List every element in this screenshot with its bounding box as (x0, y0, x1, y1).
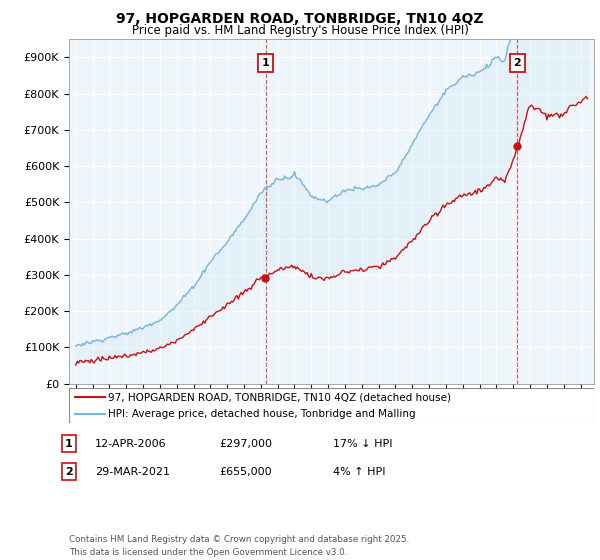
Text: Price paid vs. HM Land Registry's House Price Index (HPI): Price paid vs. HM Land Registry's House … (131, 24, 469, 36)
Text: HPI: Average price, detached house, Tonbridge and Malling: HPI: Average price, detached house, Tonb… (109, 409, 416, 419)
Text: 97, HOPGARDEN ROAD, TONBRIDGE, TN10 4QZ: 97, HOPGARDEN ROAD, TONBRIDGE, TN10 4QZ (116, 12, 484, 26)
Text: Contains HM Land Registry data © Crown copyright and database right 2025.
This d: Contains HM Land Registry data © Crown c… (69, 535, 409, 557)
Text: 1: 1 (65, 438, 73, 449)
Text: 12-APR-2006: 12-APR-2006 (95, 438, 166, 449)
Text: 17% ↓ HPI: 17% ↓ HPI (333, 438, 392, 449)
Text: 2: 2 (514, 58, 521, 68)
Text: £297,000: £297,000 (219, 438, 272, 449)
Text: 29-MAR-2021: 29-MAR-2021 (95, 466, 170, 477)
Text: 2: 2 (65, 466, 73, 477)
Text: £655,000: £655,000 (219, 466, 272, 477)
Text: 97, HOPGARDEN ROAD, TONBRIDGE, TN10 4QZ (detached house): 97, HOPGARDEN ROAD, TONBRIDGE, TN10 4QZ … (109, 392, 451, 402)
Text: 4% ↑ HPI: 4% ↑ HPI (333, 466, 386, 477)
Text: 1: 1 (262, 58, 269, 68)
